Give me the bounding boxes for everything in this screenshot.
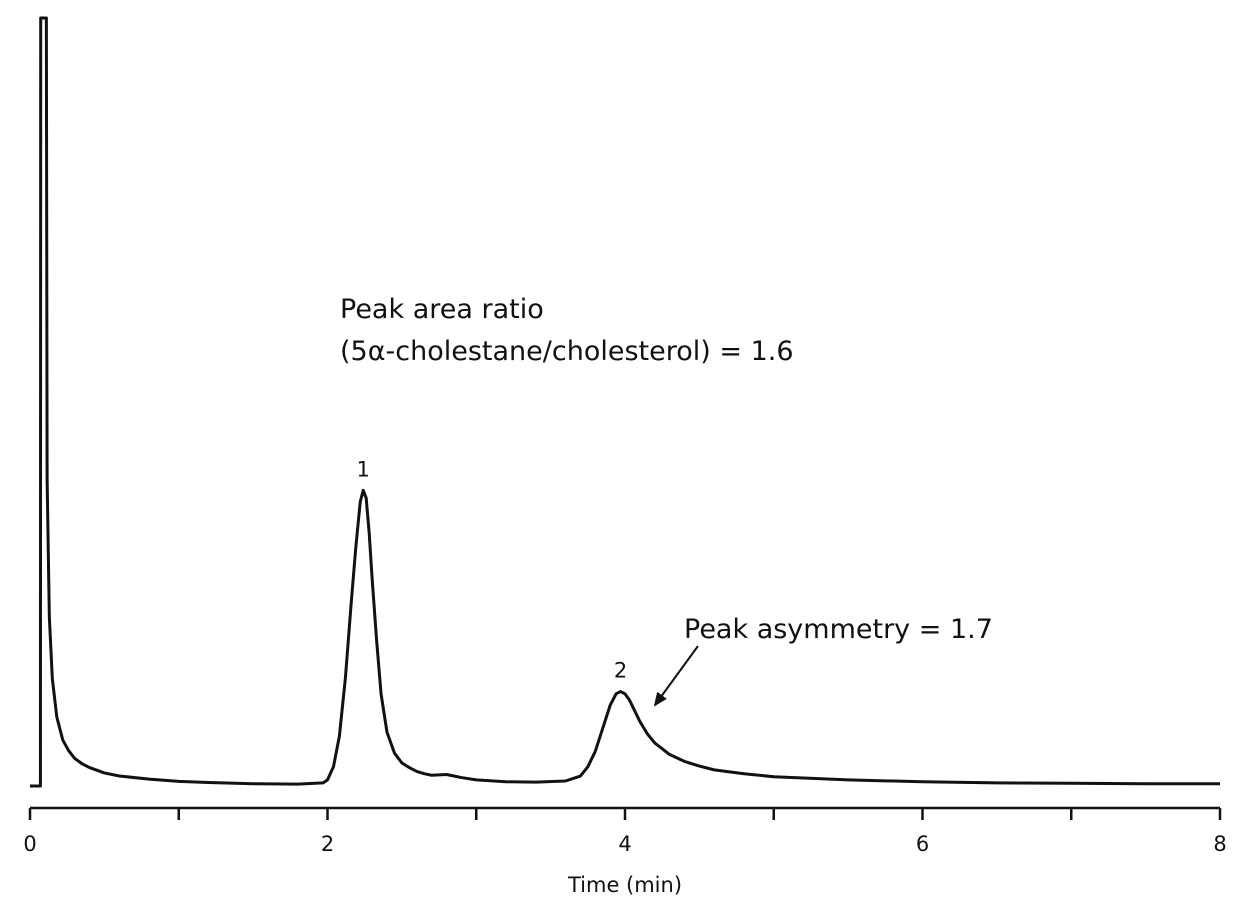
x-axis: Time (min) 0 2 4 6 8 <box>23 806 1227 897</box>
annotation-layer: Peak area ratio (5α-cholestane/cholester… <box>340 294 993 707</box>
chromatogram-trace-0 <box>30 16 1220 788</box>
x-axis-title: Time (min) <box>567 873 682 897</box>
x-tick-label-6: 6 <box>916 832 929 856</box>
trace-layer <box>30 16 1220 788</box>
peak-label-layer: 12 <box>357 457 628 682</box>
x-tick-label-0: 0 <box>23 832 36 856</box>
x-tick-label-8: 8 <box>1213 832 1226 856</box>
area-ratio-annotation-line1: Peak area ratio <box>340 294 544 325</box>
peak-label-1: 1 <box>357 457 370 481</box>
x-tick-label-2: 2 <box>321 832 334 856</box>
area-ratio-annotation-line2: (5α-cholestane/cholesterol) = 1.6 <box>340 336 794 367</box>
asymmetry-annotation: Peak asymmetry = 1.7 <box>684 614 993 645</box>
peak-label-2: 2 <box>614 659 627 683</box>
asymmetry-arrow <box>653 645 699 707</box>
x-tick-label-4: 4 <box>618 832 631 856</box>
